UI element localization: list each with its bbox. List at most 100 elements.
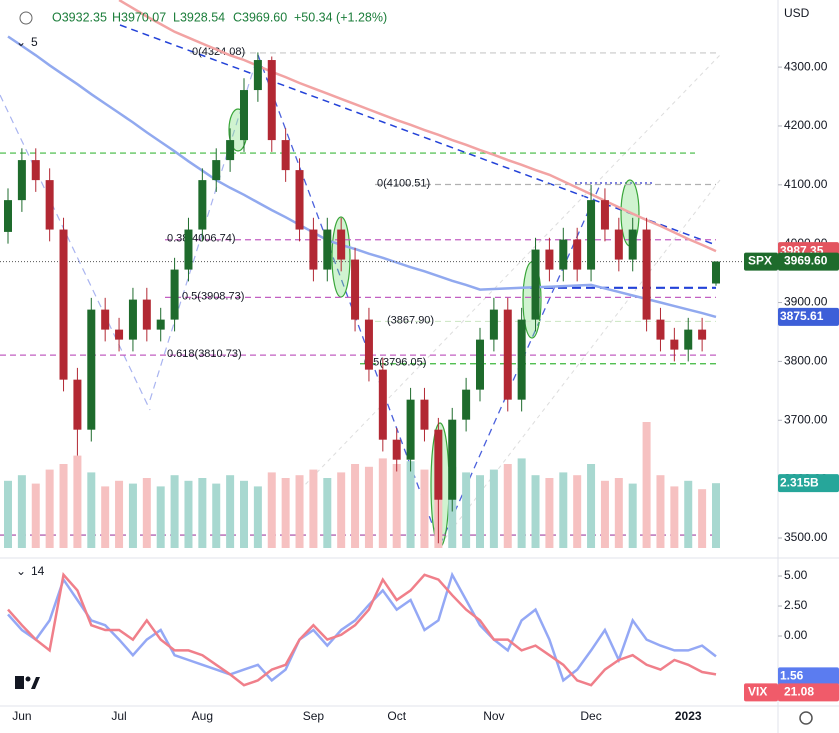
x-tick-label: Jul bbox=[111, 709, 126, 723]
oscillator-last-label: 21.08 bbox=[784, 685, 814, 699]
level-label: 0(4324.08) bbox=[192, 46, 245, 58]
volume-bar bbox=[559, 472, 568, 548]
candle-body bbox=[420, 399, 429, 430]
axis-label-box bbox=[778, 474, 839, 493]
pane-label: 14 bbox=[31, 564, 45, 578]
volume-bar bbox=[45, 469, 54, 548]
candle-body bbox=[614, 229, 623, 260]
axis-background bbox=[778, 0, 839, 733]
candle-body bbox=[226, 140, 235, 161]
volume-bar bbox=[712, 483, 720, 548]
candle-body bbox=[670, 339, 679, 350]
volume-bar bbox=[364, 466, 373, 548]
volume-bar bbox=[670, 486, 679, 548]
header-high: H3970.07 bbox=[112, 10, 166, 24]
volume-bar bbox=[462, 472, 471, 548]
volume-bar bbox=[614, 478, 623, 548]
candle-body bbox=[489, 309, 498, 340]
oscillator-line bbox=[7, 572, 717, 687]
candle-body bbox=[31, 160, 40, 181]
volume-bar bbox=[59, 464, 68, 548]
header-change: +50.34 (+1.28%) bbox=[294, 10, 387, 24]
volume-bar bbox=[337, 472, 346, 548]
candle-body bbox=[115, 329, 124, 340]
candle-body bbox=[156, 319, 165, 330]
candle-body bbox=[267, 60, 276, 141]
pane-toggle[interactable]: ⌄ bbox=[16, 564, 26, 578]
volume-bar bbox=[253, 486, 262, 548]
volume-bar bbox=[476, 475, 484, 548]
candle-body bbox=[476, 339, 484, 390]
candle-body bbox=[587, 200, 596, 270]
candle-body bbox=[351, 259, 360, 320]
pane-toggle[interactable]: ⌄ bbox=[16, 35, 26, 49]
price-last-label: 3969.60 bbox=[784, 254, 828, 268]
candle-body bbox=[128, 299, 137, 340]
plot: 0(4324.08) 0(4100.51) 0.38(4006.74) 0.5(390… bbox=[0, 0, 778, 687]
candle-body bbox=[59, 229, 68, 380]
series-name: SPX bbox=[748, 254, 772, 268]
volume-bar bbox=[406, 461, 415, 548]
volume-bar bbox=[503, 464, 512, 548]
volume-bar bbox=[420, 469, 429, 548]
series-name: VIX bbox=[748, 685, 767, 699]
candle-body bbox=[392, 439, 401, 460]
volume-bar bbox=[128, 483, 137, 548]
candle-body bbox=[142, 299, 151, 330]
y-tick-label: 2.50 bbox=[784, 598, 808, 612]
candle-body bbox=[517, 319, 526, 400]
currency[interactable]: USD bbox=[784, 6, 810, 20]
level-label: 0.5(3908.73) bbox=[182, 290, 244, 302]
candle-body bbox=[170, 269, 179, 320]
volume-bar bbox=[184, 480, 193, 548]
x-tick-label: Nov bbox=[483, 709, 504, 723]
candle-body bbox=[309, 229, 318, 270]
x-tick-label: 2023 bbox=[675, 709, 702, 723]
candle-body bbox=[323, 229, 332, 270]
axis-label-box bbox=[778, 252, 839, 271]
candle-body bbox=[295, 170, 304, 230]
candle-body bbox=[448, 419, 457, 500]
volume-bar bbox=[587, 464, 596, 548]
candle-body bbox=[198, 180, 207, 230]
volume-bar bbox=[531, 475, 540, 548]
volume-bar bbox=[295, 475, 304, 548]
candle-body bbox=[17, 160, 26, 201]
y-tick-label: 4200.00 bbox=[784, 118, 828, 132]
axis-label-box bbox=[778, 683, 839, 702]
y-tick-label: 4300.00 bbox=[784, 59, 828, 73]
level-label: 0.618(3810.73) bbox=[167, 348, 242, 360]
candle-body bbox=[684, 329, 693, 350]
logo bbox=[15, 676, 40, 689]
y-tick-label: 3900.00 bbox=[784, 295, 828, 309]
y-tick-label: 3700.00 bbox=[784, 412, 828, 426]
candle-body bbox=[573, 239, 582, 270]
y-tick-label: 5.00 bbox=[784, 568, 808, 582]
candle-body bbox=[462, 389, 471, 420]
moving-average bbox=[7, 35, 717, 319]
candle-body bbox=[184, 229, 193, 270]
candle-body bbox=[698, 329, 707, 340]
settings-icon[interactable] bbox=[799, 711, 813, 725]
volume-bar bbox=[642, 422, 651, 548]
volume-bar bbox=[489, 469, 498, 548]
candle-body bbox=[240, 90, 248, 141]
volume-bar bbox=[600, 480, 609, 548]
candle-body bbox=[73, 379, 82, 430]
pane-label: 5 bbox=[31, 35, 38, 49]
volume-bar bbox=[309, 469, 318, 548]
axes: 3500.003600.003700.003800.003900.004000.… bbox=[12, 59, 839, 723]
header-low: L3928.54 bbox=[173, 10, 225, 24]
candle-body bbox=[656, 319, 665, 340]
candle-body bbox=[253, 60, 262, 91]
volume-bar bbox=[628, 483, 637, 548]
level-label: 0.38(4006.74) bbox=[167, 233, 236, 245]
collapse-icon[interactable] bbox=[19, 11, 33, 25]
volume-last-label: 2.315B bbox=[780, 475, 819, 489]
volume-bar bbox=[156, 486, 165, 548]
volume-bar bbox=[323, 478, 332, 548]
volume-bar bbox=[73, 455, 82, 548]
volume-bar bbox=[87, 472, 96, 548]
candle-body bbox=[503, 309, 512, 400]
